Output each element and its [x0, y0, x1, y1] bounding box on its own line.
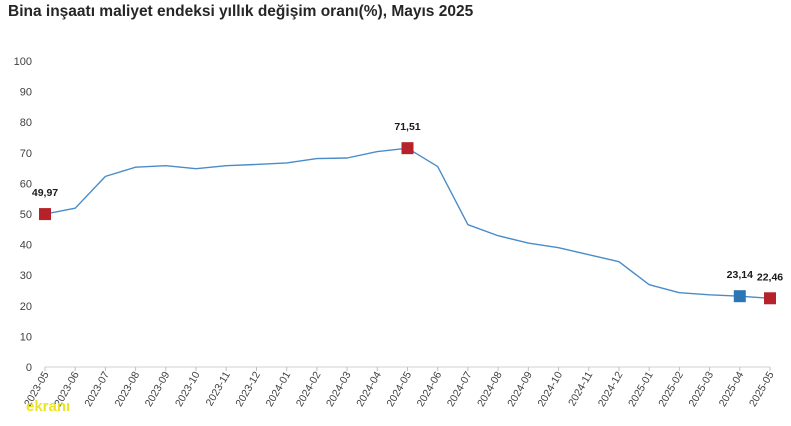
x-tick-label: 2025-04	[717, 369, 747, 409]
x-tick-label: 2025-05	[747, 369, 777, 409]
data-label: 23,14	[727, 269, 753, 281]
data-point-marker	[733, 290, 746, 303]
y-axis: 0 10 20 30 40 50 60 70 80 90 100	[14, 56, 32, 374]
y-tick-label: 10	[20, 331, 32, 343]
x-tick-label: 2024-11	[566, 369, 595, 408]
y-tick-label: 50	[20, 209, 32, 221]
data-point-marker	[401, 142, 414, 155]
series-line	[44, 147, 771, 299]
x-tick-label: 2023-10	[173, 369, 203, 409]
series-layer	[44, 147, 771, 299]
y-tick-label: 20	[20, 301, 32, 313]
x-tick-label: 2024-09	[505, 369, 535, 409]
data-label: 49,97	[32, 187, 58, 199]
x-tick-label: 2024-08	[475, 369, 505, 409]
y-tick-label: 60	[20, 178, 32, 190]
y-tick-label: 70	[20, 148, 32, 160]
x-tick-label: 2024-07	[445, 369, 475, 409]
y-tick-label: 90	[20, 87, 32, 99]
x-axis: 2023-05 2023-06 2023-07 2023-08 2023-09 2023-…	[22, 366, 777, 409]
data-label: 22,46	[757, 271, 783, 283]
x-tick-label: 2024-01	[264, 369, 294, 409]
x-tick-label: 2023-12	[233, 369, 263, 409]
x-tick-label: 2024-04	[354, 369, 384, 409]
x-tick-label: 2023-08	[113, 369, 143, 409]
x-tick-label: 2023-11	[204, 369, 233, 408]
data-point-marker	[39, 208, 51, 221]
x-tick-label: 2024-10	[535, 369, 565, 409]
y-tick-label: 30	[20, 270, 32, 282]
x-tick-label: 2024-05	[384, 369, 414, 409]
x-tick-label: 2023-09	[143, 369, 173, 409]
data-point-marker	[764, 292, 776, 305]
y-tick-label: 40	[20, 240, 32, 252]
x-tick-label: 2023-07	[82, 369, 112, 409]
x-tick-label: 2024-03	[324, 369, 354, 409]
watermark-logo: ekranı	[26, 398, 71, 415]
chart-title: Bina inşaatı maliyet endeksi yıllık deği…	[8, 3, 474, 20]
x-tick-label: 2025-01	[626, 369, 656, 409]
x-tick-label: 2024-02	[294, 369, 324, 409]
x-tick-label: 2024-12	[596, 369, 626, 409]
x-tick-label: 2025-02	[656, 369, 686, 409]
data-label: 71,51	[394, 121, 420, 133]
marker-layer: 49,97 71,51 23,14 22,46	[32, 121, 783, 305]
x-tick-label: 2024-06	[415, 369, 445, 409]
y-tick-label: 80	[20, 117, 32, 129]
y-tick-label: 100	[14, 56, 32, 68]
x-tick-label: 2025-03	[687, 369, 717, 409]
y-tick-label: 0	[26, 362, 32, 374]
